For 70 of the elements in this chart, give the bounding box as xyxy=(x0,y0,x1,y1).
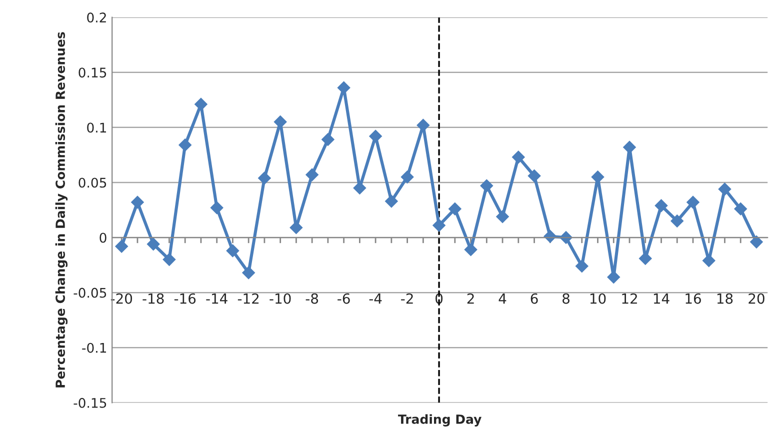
point xyxy=(322,133,334,146)
y-tick-label: -0.05 xyxy=(74,288,106,298)
point xyxy=(274,116,287,128)
y-axis-title: Percentage Change in Daily Commission Revenues xyxy=(55,32,68,388)
point xyxy=(591,170,604,184)
point xyxy=(464,243,478,256)
y-tick-label: 0.2 xyxy=(87,12,106,23)
point xyxy=(226,244,240,258)
point xyxy=(290,221,303,234)
point xyxy=(178,138,192,152)
x-tick-label: 6 xyxy=(530,293,538,304)
x-tick-label: 16 xyxy=(686,293,701,304)
point xyxy=(496,210,509,224)
x-tick-label: -18 xyxy=(142,293,164,304)
point xyxy=(560,231,572,244)
x-tick-label: 4 xyxy=(498,294,506,304)
point xyxy=(750,236,763,248)
x-tick-label: -8 xyxy=(306,293,318,304)
point xyxy=(654,199,668,212)
point xyxy=(337,81,350,94)
point xyxy=(480,179,494,192)
point xyxy=(686,196,700,209)
point xyxy=(353,182,366,194)
point xyxy=(131,196,144,209)
x-tick-label: -16 xyxy=(174,293,196,304)
point xyxy=(512,150,525,164)
point xyxy=(194,98,208,111)
y-tick-label: -0.1 xyxy=(82,342,106,353)
point xyxy=(718,182,732,196)
point xyxy=(400,170,414,184)
x-tick-label: 2 xyxy=(467,293,474,304)
x-tick-label: -2 xyxy=(401,293,413,304)
y-tick-label: 0.15 xyxy=(78,68,106,78)
point xyxy=(638,252,652,265)
point xyxy=(242,266,255,280)
x-tick-label: 10 xyxy=(590,293,606,304)
point xyxy=(607,270,620,284)
point xyxy=(146,238,160,251)
x-tick-label: -14 xyxy=(206,294,228,304)
point xyxy=(385,194,398,208)
x-tick-label: -12 xyxy=(238,293,259,304)
point xyxy=(258,172,271,184)
x-tick-label: -10 xyxy=(270,293,291,304)
y-tick-label: 0 xyxy=(100,232,106,243)
y-tick-label: -0.15 xyxy=(74,398,106,408)
point xyxy=(544,230,557,243)
y-tick-label: 0.1 xyxy=(87,122,106,133)
x-tick-label: -6 xyxy=(338,293,350,304)
point xyxy=(623,140,636,154)
x-tick-label: 18 xyxy=(717,293,733,304)
x-tick-label: 8 xyxy=(562,293,570,304)
point xyxy=(702,254,716,268)
point xyxy=(162,253,176,266)
x-tick-label: 14 xyxy=(654,294,670,304)
point xyxy=(369,130,382,143)
x-tick-label: 20 xyxy=(748,293,764,304)
point xyxy=(115,240,128,253)
point xyxy=(306,168,318,182)
point xyxy=(432,219,446,232)
x-axis-title: Trading Day xyxy=(398,414,482,426)
point xyxy=(528,169,541,182)
point xyxy=(210,201,224,214)
x-tick-label: 12 xyxy=(622,293,637,304)
y-tick-label: 0.05 xyxy=(78,178,106,188)
point xyxy=(448,202,462,216)
point xyxy=(416,118,430,132)
point xyxy=(575,260,588,273)
x-tick-label: -4 xyxy=(369,294,382,304)
point xyxy=(670,214,684,228)
point xyxy=(734,202,748,216)
